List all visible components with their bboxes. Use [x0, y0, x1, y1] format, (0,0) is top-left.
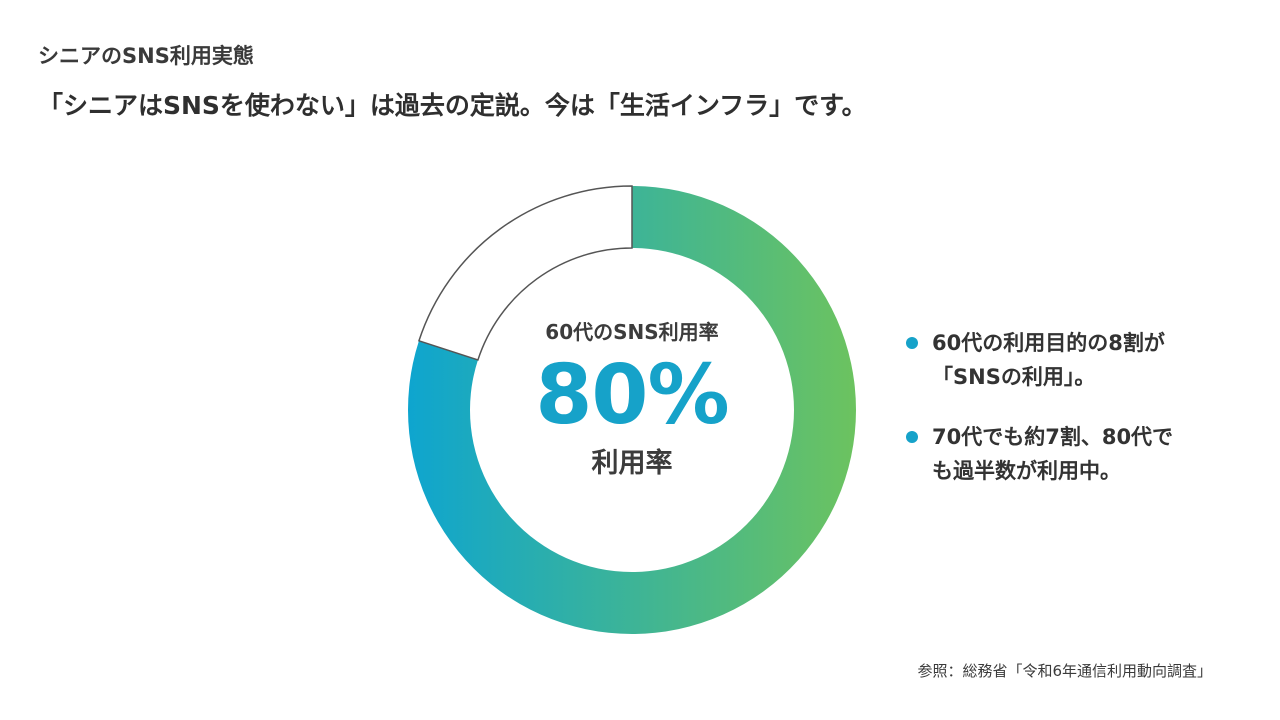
slide-label: シニアのSNS利用実態: [38, 44, 254, 68]
center-caption: 60代のSNS利用率: [545, 320, 719, 344]
usage-donut-chart: [408, 185, 856, 634]
bullet-dot-icon: [906, 431, 918, 443]
center-sub-label: 利用率: [591, 448, 673, 479]
note-text: 60代の利用目的の8割が 「SNSの利用」。: [932, 331, 1165, 389]
center-value: 80%: [535, 348, 729, 443]
source-citation: 参照：総務省「令和6年通信利用動向調査」: [917, 662, 1212, 680]
note-list: 60代の利用目的の8割が 「SNSの利用」。 70代でも約7割、80代で も過半…: [904, 326, 1244, 514]
donut-center: 60代のSNS利用率 80% 利用率: [482, 318, 782, 482]
bullet-dot-icon: [906, 337, 918, 349]
donut-slice-remainder: [418, 185, 633, 361]
note-text: 70代でも約7割、80代で も過半数が利用中。: [932, 425, 1174, 483]
page-title: 「シニアはSNSを使わない」は過去の定説。今は「生活インフラ」です。: [38, 91, 867, 120]
list-item: 70代でも約7割、80代で も過半数が利用中。: [904, 420, 1244, 488]
list-item: 60代の利用目的の8割が 「SNSの利用」。: [904, 326, 1244, 394]
